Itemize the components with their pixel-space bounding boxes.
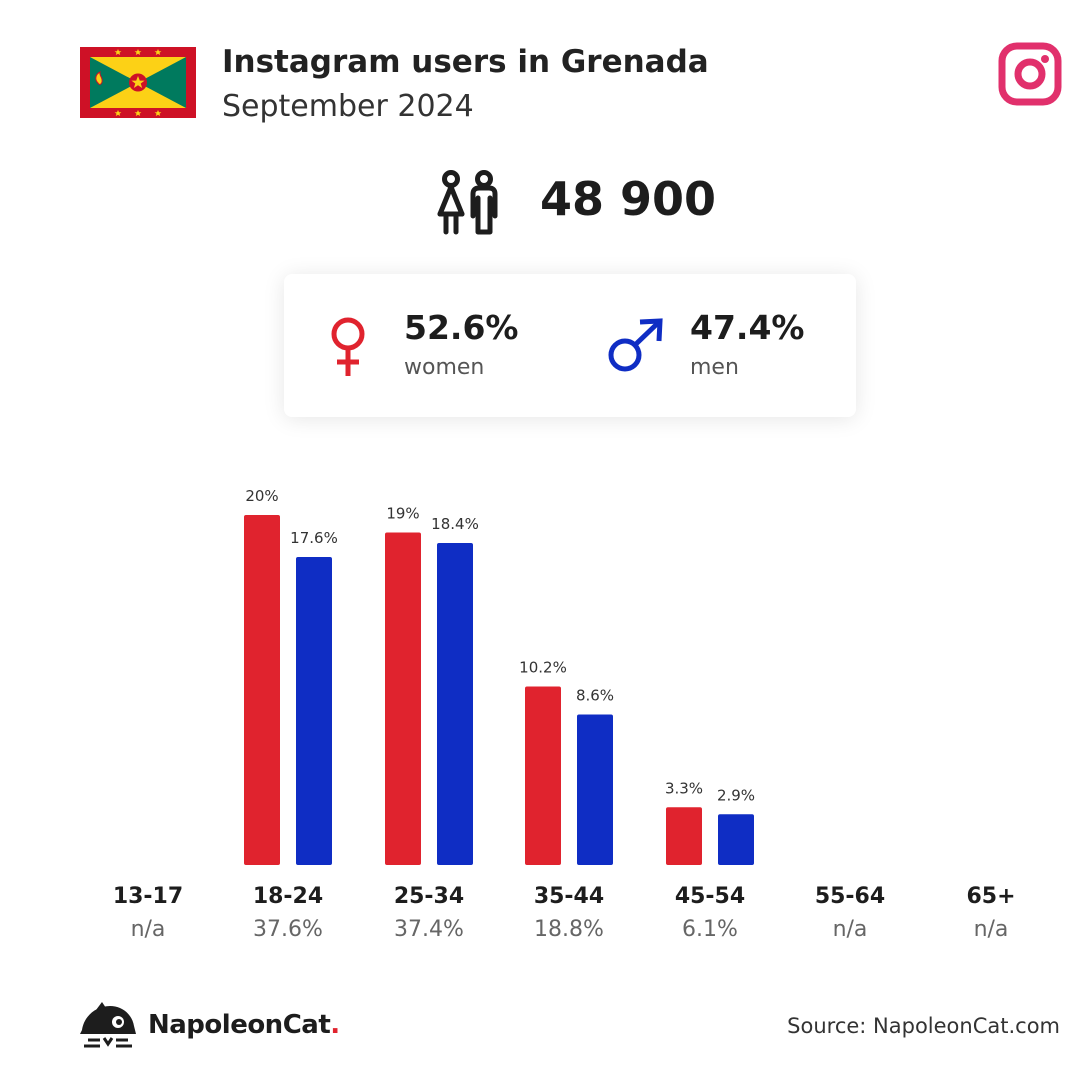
- age-group-label: 25-34: [393, 884, 465, 909]
- bar-label-men-25-34: 18.4%: [431, 515, 479, 533]
- age-distribution-chart: 20% 17.6% 19% 18.4% 10.2% 8.6% 3.3% 2.9%: [244, 487, 755, 865]
- bar-label-men-18-24: 17.6%: [290, 529, 338, 547]
- age-group-label: 35-44: [533, 884, 605, 909]
- age-group-label: 18-24: [252, 884, 324, 909]
- female-icon: [331, 317, 365, 376]
- bar-women-18-24: [244, 515, 280, 865]
- bar-men-35-44: [577, 714, 613, 865]
- age-group-label: 45-54: [674, 884, 746, 909]
- women-percentage: 52.6%: [404, 308, 519, 347]
- napoleoncat-logo-icon: [80, 1002, 136, 1048]
- bar-men-25-34: [437, 543, 473, 865]
- age-group-total: 37.4%: [394, 917, 464, 942]
- bar-label-women-25-34: 19%: [386, 505, 419, 523]
- page-title: Instagram users in Grenada: [222, 44, 709, 80]
- age-group-total: 6.1%: [682, 917, 738, 942]
- brand-name: NapoleonCat.: [148, 1010, 340, 1040]
- bar-label-women-45-54: 3.3%: [665, 779, 703, 797]
- total-users-value: 48 900: [540, 172, 717, 226]
- bar-label-women-35-44: 10.2%: [519, 659, 567, 677]
- bar-men-18-24: [296, 557, 332, 865]
- bar-men-45-54: [718, 814, 754, 865]
- users-icon: [437, 170, 498, 235]
- age-group-label: 13-17: [112, 884, 184, 909]
- page-subtitle: September 2024: [222, 89, 474, 124]
- age-group-total: 37.6%: [253, 917, 323, 942]
- age-group-total: n/a: [973, 917, 1009, 942]
- gender-split-card: 52.6% women 47.4% men: [284, 274, 856, 417]
- grenada-flag-icon: [80, 47, 196, 118]
- age-group-total: n/a: [130, 917, 166, 942]
- instagram-icon: [998, 42, 1062, 106]
- age-group-label: 55-64: [814, 884, 886, 909]
- age-group-label: 65+: [966, 884, 1016, 909]
- bar-label-women-18-24: 20%: [245, 487, 278, 505]
- men-percentage: 47.4%: [690, 308, 805, 347]
- brand-dot: .: [330, 1010, 340, 1040]
- men-label: men: [690, 355, 739, 380]
- age-group-total: n/a: [832, 917, 868, 942]
- bar-women-35-44: [525, 686, 561, 865]
- male-icon: [608, 318, 663, 372]
- source-text: Source: NapoleonCat.com: [787, 1014, 1060, 1038]
- bar-women-25-34: [385, 532, 421, 865]
- age-group-total: 18.8%: [534, 917, 604, 942]
- women-label: women: [404, 355, 485, 380]
- bar-label-men-45-54: 2.9%: [717, 786, 755, 804]
- brand-name-text: NapoleonCat: [148, 1010, 331, 1040]
- bar-women-45-54: [666, 807, 702, 865]
- bar-label-men-35-44: 8.6%: [576, 687, 614, 705]
